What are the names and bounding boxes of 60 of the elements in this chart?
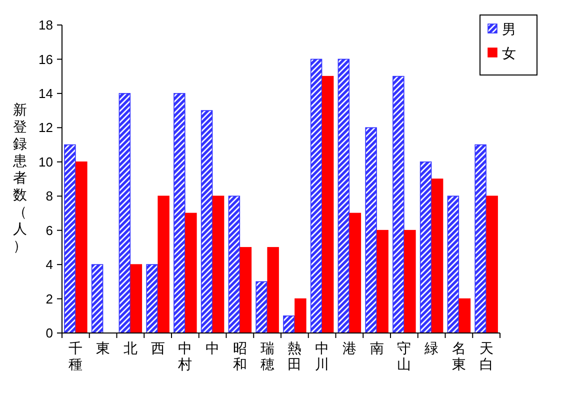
y-tick-label: 16 xyxy=(38,52,53,67)
bar xyxy=(228,196,240,334)
y-tick-label: 2 xyxy=(46,291,53,306)
bar xyxy=(130,264,142,334)
bar xyxy=(267,247,279,334)
x-tick-label: 瑞穂 xyxy=(260,340,274,372)
x-tick-label: 名東 xyxy=(452,340,466,372)
text: 新登録患者数（人） xyxy=(13,102,27,254)
x-tick-label: 南 xyxy=(370,340,384,356)
y-tick-label: 4 xyxy=(46,257,53,272)
bar xyxy=(174,93,186,334)
x-tick-label: 中 xyxy=(206,340,220,356)
y-tick-label: 10 xyxy=(38,154,53,170)
x-tick-label: 天白 xyxy=(479,340,494,372)
bar xyxy=(240,247,252,334)
bar xyxy=(392,76,404,334)
y-tick-label: 0 xyxy=(46,326,53,341)
bar xyxy=(294,298,306,334)
x-tick-label: 東 xyxy=(96,340,110,356)
x-tick-label: 北 xyxy=(123,340,138,356)
bar xyxy=(185,212,197,334)
bar xyxy=(200,110,213,334)
x-tick-label: 西 xyxy=(150,340,165,356)
bar xyxy=(431,178,444,334)
bar xyxy=(310,58,322,334)
bar xyxy=(458,298,471,334)
bar xyxy=(486,196,498,334)
bar xyxy=(146,264,158,334)
bar xyxy=(283,315,295,334)
bar xyxy=(404,230,416,334)
x-tick-label: 熱田 xyxy=(288,340,302,372)
legend-label: 女 xyxy=(502,44,516,61)
bar xyxy=(365,127,377,334)
x-tick-label: 中川 xyxy=(315,340,330,372)
y-tick-label: 8 xyxy=(46,188,53,204)
bar xyxy=(338,58,350,334)
bar xyxy=(376,230,388,334)
bar xyxy=(447,196,460,334)
x-tick-label: 緑 xyxy=(424,340,439,356)
x-tick-label: 千種 xyxy=(68,340,83,372)
legend-label: 男 xyxy=(502,20,516,37)
bar xyxy=(64,144,76,334)
bar xyxy=(322,76,334,334)
bar xyxy=(420,161,432,334)
x-tick-label: 港 xyxy=(342,340,356,356)
y-tick-label: 18 xyxy=(38,18,53,33)
bar xyxy=(474,144,486,334)
x-tick-label: 中村 xyxy=(177,340,192,372)
bar xyxy=(212,196,224,334)
y-tick-label: 12 xyxy=(38,120,53,136)
bar xyxy=(118,93,131,334)
x-tick-label: 守山 xyxy=(397,340,412,372)
bar xyxy=(91,264,104,334)
y-tick-label: 14 xyxy=(38,86,53,101)
bar xyxy=(158,196,170,334)
y-tick-label: 6 xyxy=(46,222,53,238)
bar xyxy=(76,161,88,334)
bar xyxy=(349,212,362,334)
bar xyxy=(256,281,268,334)
x-tick-label: 昭和 xyxy=(232,340,247,372)
